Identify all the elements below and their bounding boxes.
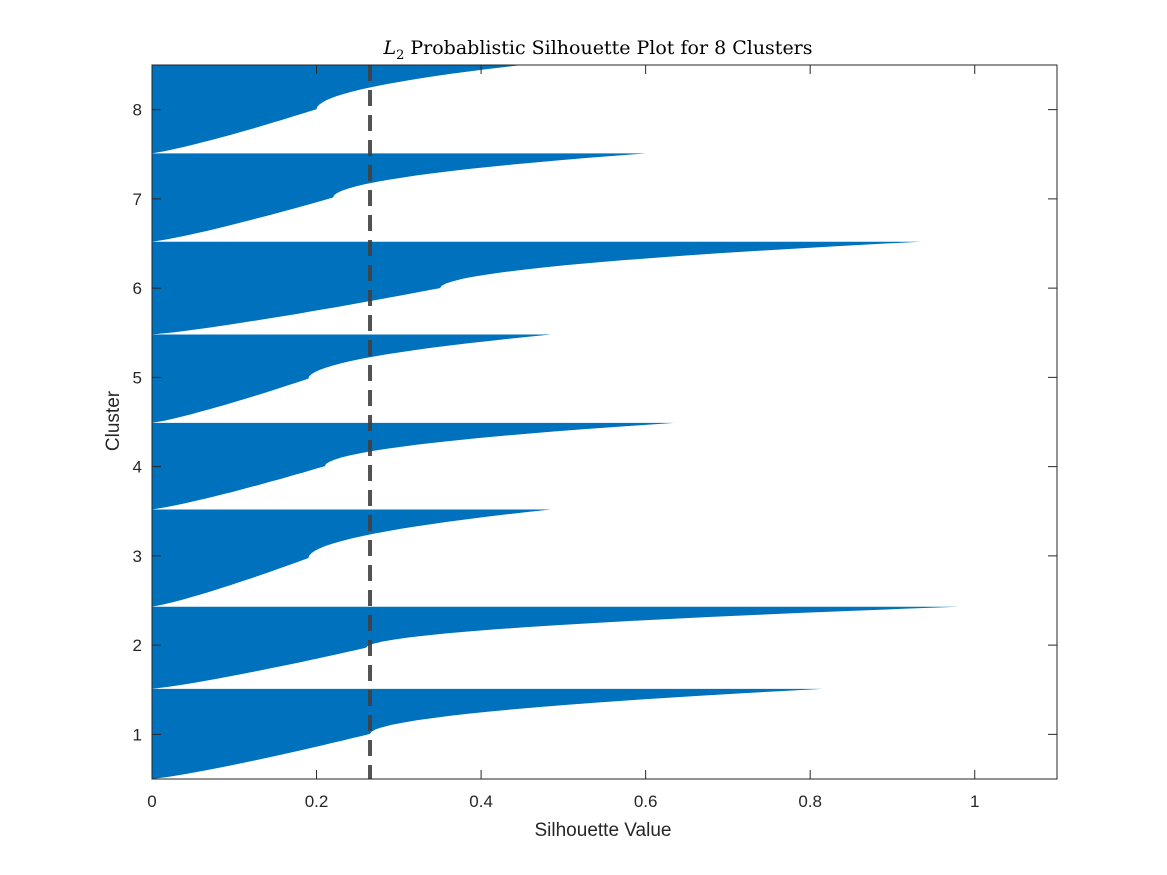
y-tick-label: 3 xyxy=(133,547,142,566)
cluster-4-silhouette-bar xyxy=(152,422,675,510)
y-tick-label: 1 xyxy=(133,725,142,744)
y-tick-label: 5 xyxy=(133,368,142,387)
cluster-7-silhouette-bar xyxy=(152,153,646,242)
title-text: Probablistic Silhouette Plot for 8 Clust… xyxy=(410,37,812,59)
cluster-3-silhouette-bar xyxy=(152,509,551,607)
cluster-bars xyxy=(152,65,959,779)
x-tick-label: 1 xyxy=(970,792,979,811)
y-tick-label: 7 xyxy=(133,190,142,209)
x-axis-label: Silhouette Value xyxy=(535,820,672,841)
cluster-5-silhouette-bar xyxy=(152,334,551,423)
y-tick-label: 8 xyxy=(133,101,142,120)
x-tick-label: 0.2 xyxy=(305,792,329,811)
y-tick-label: 6 xyxy=(133,279,142,298)
y-axis-label: Cluster xyxy=(103,390,124,451)
chart-title: L2 Probablistic Silhouette Plot for 8 Clu… xyxy=(382,37,812,63)
y-tick-label: 2 xyxy=(133,636,142,655)
y-tick-label: 4 xyxy=(133,458,142,477)
axis-ticks: 0 0.2 0.4 0.6 0.8 1 1 2 3 4 5 6 7 8 xyxy=(133,65,1057,811)
cluster-6-silhouette-bar xyxy=(152,241,922,335)
cluster-1-silhouette-bar xyxy=(152,688,823,779)
x-tick-label: 0 xyxy=(147,792,156,811)
plot-area: 0 0.2 0.4 0.6 0.8 1 1 2 3 4 5 6 7 8 xyxy=(133,64,1058,811)
x-tick-label: 0.4 xyxy=(469,792,493,811)
x-tick-label: 0.6 xyxy=(634,792,658,811)
axes-box xyxy=(151,64,1058,780)
title-subscript: 2 xyxy=(396,48,404,63)
cluster-8-silhouette-bar xyxy=(152,65,523,154)
x-tick-label: 0.8 xyxy=(798,792,822,811)
cluster-2-silhouette-bar xyxy=(152,606,959,689)
title-symbol: L xyxy=(382,37,396,59)
